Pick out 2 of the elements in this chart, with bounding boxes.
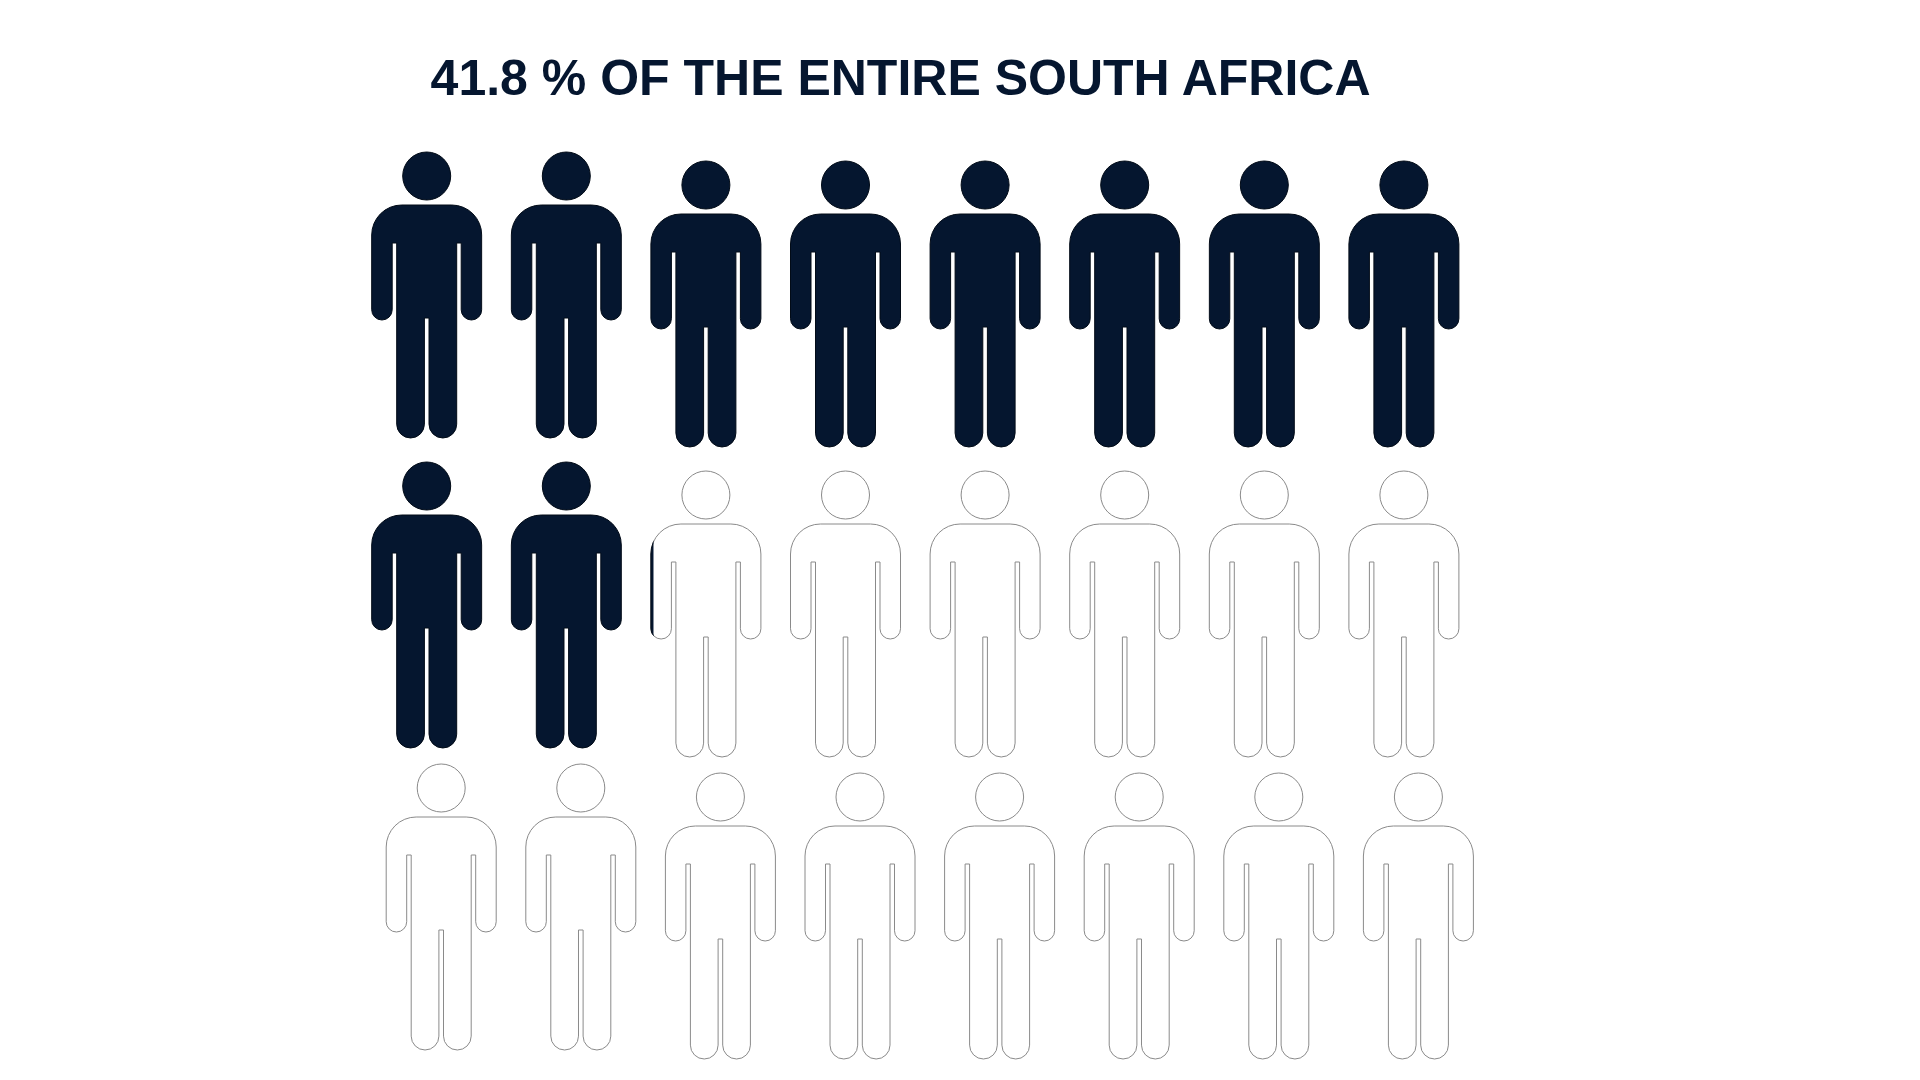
text: OF THE ENTIRE SOUTH AFRICA [600, 49, 1371, 106]
data-label: 41.8 % [430, 49, 587, 106]
